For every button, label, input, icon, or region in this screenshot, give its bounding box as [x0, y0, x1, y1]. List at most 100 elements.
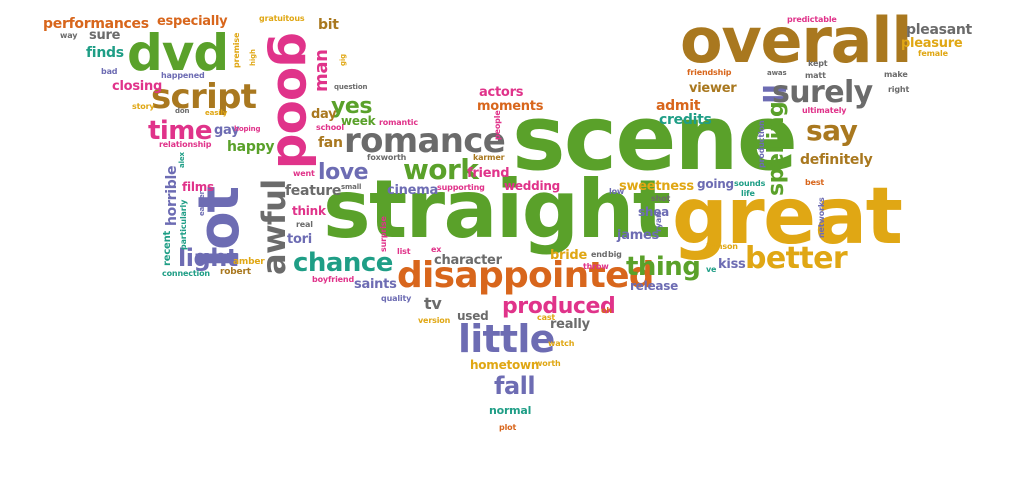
word-plot: plot — [499, 423, 517, 432]
word-ve: ve — [706, 265, 717, 274]
word-gay: gay — [214, 123, 240, 138]
word-happy: happy — [227, 139, 275, 155]
word-surely: surely — [772, 75, 873, 110]
word-recent: recent — [162, 230, 173, 266]
word-spelling: spelling — [764, 101, 789, 196]
word-sounds: sounds — [734, 179, 766, 188]
word-friendship: friendship — [687, 68, 732, 77]
word-produced: produced — [502, 294, 616, 319]
word-normal: normal — [489, 404, 532, 417]
word-surprise: surprise — [379, 216, 388, 252]
word-moments: moments — [477, 99, 544, 114]
word-people: people — [493, 110, 502, 140]
word-shea: shea — [638, 205, 669, 219]
word-foxworth: foxworth — [367, 153, 407, 162]
word-version: version — [418, 316, 451, 325]
word-earlier: earlier — [198, 191, 206, 216]
word-definitely: definitely — [800, 152, 873, 168]
word-worth: worth — [535, 359, 561, 368]
word-going: going — [697, 177, 734, 191]
word-karmer: karmer — [473, 153, 505, 162]
word-tori: tori — [287, 232, 312, 247]
word-real: real — [296, 220, 313, 229]
word-predictable: predictable — [787, 15, 837, 24]
word-hometown: hometown — [470, 358, 540, 372]
word-james: james — [617, 228, 660, 243]
word-thing: thing — [626, 252, 701, 282]
word-viewer: viewer — [689, 81, 737, 96]
word-release: release — [630, 279, 679, 293]
word-fall: fall — [494, 372, 536, 400]
word-gig: gig — [339, 53, 347, 66]
word-easily: easily — [205, 109, 228, 117]
word-female: female — [918, 49, 948, 58]
word-high: high — [249, 49, 257, 66]
word-right: right — [888, 85, 910, 94]
word-sure: sure — [89, 28, 121, 43]
word-finds: finds — [86, 45, 124, 61]
word-character: character — [434, 253, 502, 268]
word-cast: cast — [537, 313, 556, 322]
word-little: little — [458, 317, 555, 361]
word-romance: romance — [344, 121, 506, 161]
word-ryan: ryan — [654, 212, 663, 232]
word-ex: ex — [431, 245, 442, 254]
word-connection: connection — [162, 269, 210, 278]
word-don: don — [175, 107, 190, 115]
word-used: used — [457, 309, 489, 323]
word-especially: especially — [157, 14, 228, 29]
word-tv: tv — [424, 294, 442, 313]
word-performances: performances — [43, 16, 149, 32]
word-saints: saints — [354, 277, 397, 292]
word-relationship: relationship — [159, 140, 212, 149]
word-script: script — [151, 77, 257, 117]
word-films: films — [182, 180, 214, 194]
word-list: list — [397, 247, 411, 256]
word-amber: amber — [233, 257, 265, 267]
word-man: man — [311, 49, 332, 92]
word-boyfriend: boyfriend — [312, 275, 355, 284]
word-actors: actors — [479, 85, 524, 100]
word-feature: feature — [285, 183, 342, 199]
word-benson: benson — [706, 242, 738, 251]
word-pleasant: pleasant — [906, 22, 972, 38]
word-horrible: horrible — [164, 165, 180, 226]
word-really: really — [550, 317, 590, 332]
word-kiss: kiss — [718, 257, 746, 272]
word-best: best — [805, 178, 825, 187]
word-question: question — [334, 83, 368, 91]
word-alex: alex — [178, 152, 186, 168]
word-bad: bad — [101, 67, 118, 76]
word-gratuitous: gratuitous — [259, 14, 305, 23]
word-quality: quality — [381, 294, 412, 303]
word-cinema: cinema — [387, 183, 438, 198]
word-light: light — [178, 244, 238, 272]
word-think: think — [292, 204, 326, 218]
word-awas: awas — [767, 69, 787, 77]
word-day: day — [311, 107, 337, 122]
word-fan: fan — [318, 135, 343, 151]
word-disappointed: disappointed — [397, 255, 655, 296]
word-low: low — [609, 187, 625, 196]
word-small: small — [341, 183, 362, 191]
word-bride: bride — [550, 248, 587, 263]
word-supporting: supporting — [437, 183, 485, 192]
word-watch: watch — [548, 339, 575, 348]
word-story: story — [132, 102, 155, 111]
word-throw: throw — [583, 262, 609, 271]
word-chance: chance — [293, 248, 393, 278]
word-love: love — [318, 160, 369, 185]
word-shot: shot — [651, 194, 671, 203]
word-school: school — [316, 123, 344, 132]
word-life: life — [741, 189, 755, 198]
word-friend: friend — [467, 166, 510, 181]
word-wedding: wedding — [504, 179, 560, 193]
word-production: production — [757, 120, 766, 169]
word-better: better — [745, 241, 848, 276]
word-say: say — [806, 114, 858, 147]
word-credits: credits — [659, 112, 712, 128]
word-kept: kept — [808, 59, 828, 68]
word-big: big — [608, 250, 622, 259]
word-went: went — [293, 169, 315, 178]
